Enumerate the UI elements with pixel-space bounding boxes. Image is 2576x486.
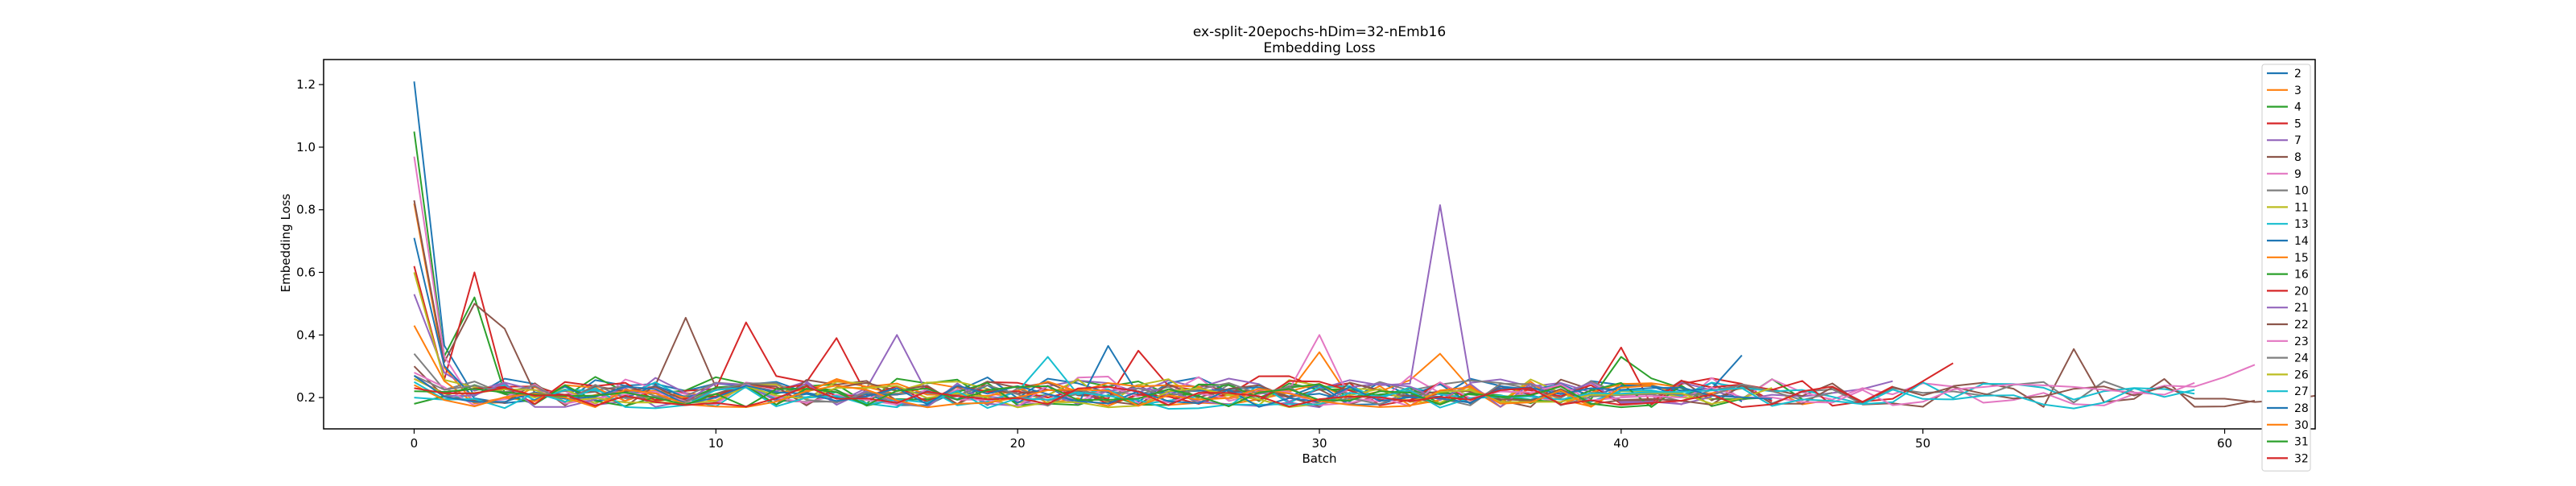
plot-area [324, 60, 2316, 429]
legend-label-14: 14 [2294, 235, 2309, 248]
legend-label-7: 7 [2294, 134, 2301, 147]
axes: 0 10 20 30 40 50 60 0.2 0.4 0.6 0.8 1.0 1.2 [296, 59, 2316, 451]
legend-label-9: 9 [2294, 168, 2301, 181]
y-tick-label: 0.6 [296, 266, 316, 280]
x-tick-label: 40 [1613, 436, 1629, 451]
legend-label-24: 24 [2294, 352, 2309, 365]
legend-label-16: 16 [2294, 269, 2309, 282]
legend-label-15: 15 [2294, 252, 2309, 265]
legend-label-20: 20 [2294, 285, 2309, 298]
legend-label-22: 22 [2294, 319, 2309, 332]
chart-subtitle: Embedding Loss [1263, 40, 1375, 56]
plot-background [324, 60, 2315, 429]
x-tick-label: 60 [2217, 436, 2232, 451]
series-line-27 [414, 386, 2195, 410]
legend-label-2: 2 [2294, 68, 2301, 80]
x-axis-label: Batch [1302, 451, 1336, 466]
legend-label-10: 10 [2294, 185, 2309, 198]
legend-label-11: 11 [2294, 201, 2309, 214]
legend: 2345789101113141516202122232426272830313… [2261, 64, 2311, 472]
y-tick-label: 0.2 [296, 390, 316, 405]
chart-title: ex-split-20epochs-hDim=32-nEmb16 [1193, 24, 1446, 40]
legend-label-5: 5 [2294, 117, 2301, 130]
series-line-32 [414, 385, 1893, 408]
legend-label-30: 30 [2294, 419, 2309, 432]
legend-label-3: 3 [2294, 84, 2301, 97]
x-tick-label: 10 [708, 436, 724, 451]
series-line-26 [414, 377, 1773, 409]
y-tick-label: 0.8 [296, 203, 316, 217]
x-tick-label: 20 [1010, 436, 1026, 451]
legend-label-26: 26 [2294, 369, 2309, 381]
x-tick-label: 50 [1915, 436, 1930, 451]
legend-label-23: 23 [2294, 336, 2309, 348]
series-line-31 [414, 385, 1652, 409]
legend-label-32: 32 [2294, 452, 2309, 465]
legend-label-4: 4 [2294, 101, 2301, 114]
legend-label-13: 13 [2294, 218, 2309, 231]
y-tick-label: 0.4 [296, 327, 316, 342]
legend-box [2261, 64, 2311, 472]
legend-label-31: 31 [2294, 436, 2309, 449]
y-tick-label: 1.2 [296, 77, 316, 92]
y-tick-label: 1.0 [296, 140, 316, 154]
legend-label-21: 21 [2294, 302, 2309, 315]
x-tick-label: 30 [1311, 436, 1327, 451]
legend-label-8: 8 [2294, 151, 2301, 164]
legend-label-27: 27 [2294, 385, 2309, 398]
x-tick-label: 0 [411, 436, 419, 451]
legend-label-28: 28 [2294, 402, 2309, 415]
y-axis-label: Embedding Loss [279, 193, 293, 292]
